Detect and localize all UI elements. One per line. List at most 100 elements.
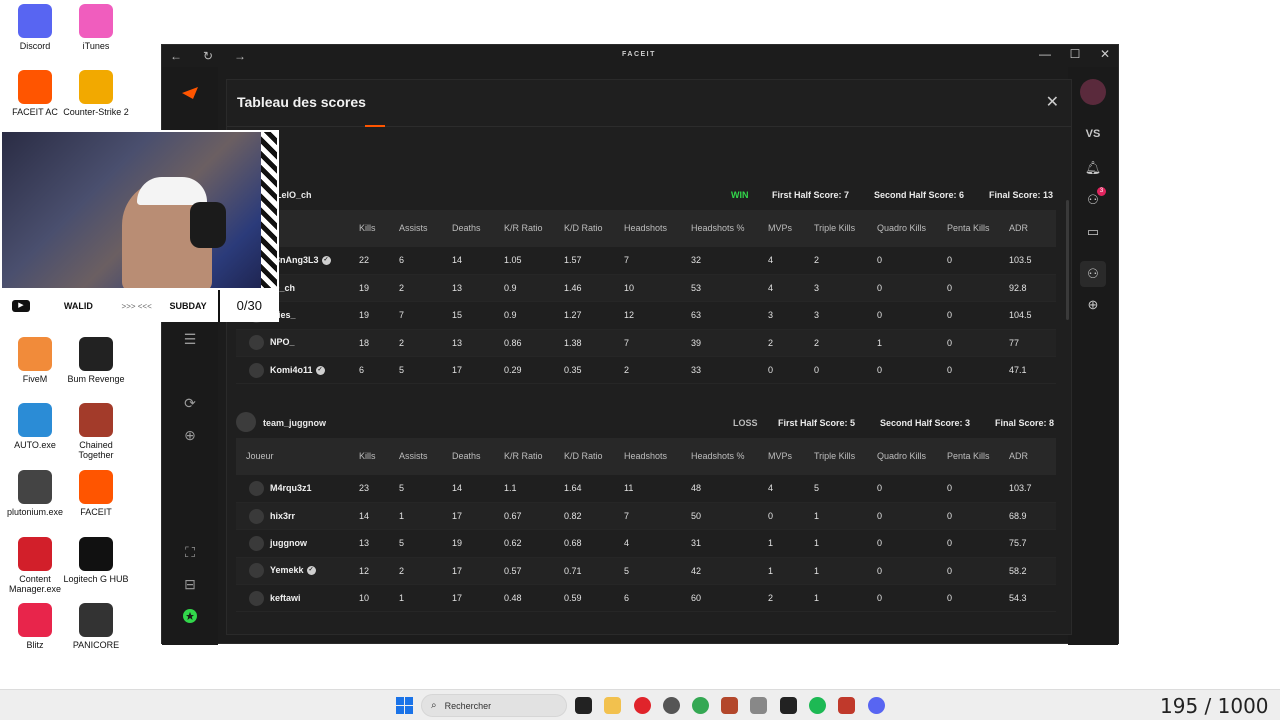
player-name[interactable]: hix3rr (270, 510, 296, 521)
chat-icon[interactable]: ▭ (1086, 224, 1100, 239)
desktop-icon[interactable]: Discord (0, 4, 70, 51)
column-header[interactable]: Kills (359, 451, 376, 461)
maximize-button[interactable]: ☐ (1069, 47, 1081, 61)
minimize-button[interactable]: — (1039, 47, 1051, 61)
forward-arrow-icon[interactable]: → (234, 49, 246, 63)
column-header[interactable]: K/D Ratio (564, 223, 603, 233)
column-header[interactable]: Deaths (452, 451, 481, 461)
taskbar-search[interactable]: ⌕ Rechercher (421, 694, 567, 717)
faceit-logo-icon[interactable] (178, 81, 202, 105)
column-header[interactable]: Headshots (624, 451, 668, 461)
column-header[interactable]: K/R Ratio (504, 451, 543, 461)
list-icon[interactable]: ☰ (183, 330, 197, 347)
app-icon[interactable] (663, 697, 680, 714)
close-window-button[interactable]: ✕ (1099, 47, 1111, 61)
desktop-icon[interactable]: AUTO.exe (0, 403, 70, 450)
table-row[interactable]: juggnow 13 5 19 0.62 0.68 4 31 1 1 0 0 75.7 (236, 530, 1056, 558)
task-view-icon[interactable] (575, 697, 592, 714)
column-header[interactable]: Penta Kills (947, 223, 990, 233)
desktop-icon[interactable]: Bum Revenge (61, 337, 131, 384)
player-cell[interactable]: M4rqu3z1 (236, 475, 356, 502)
table-row[interactable]: ll3nAng3L3 ✓ 22 6 14 1.05 1.57 7 32 4 2 0 0 103.5 (236, 247, 1056, 275)
player-name[interactable]: keftawi (270, 592, 301, 603)
column-header[interactable]: Headshots % (691, 451, 745, 461)
add-icon[interactable]: ⊕ (184, 426, 196, 443)
column-header[interactable]: Triple Kills (814, 451, 856, 461)
table-row[interactable]: ldies_ 19 7 15 0.9 1.27 12 63 3 3 0 0 104.5 (236, 302, 1056, 330)
column-header[interactable]: ADR (1009, 451, 1029, 461)
close-modal-button[interactable]: ✕ (1045, 94, 1059, 111)
party-finder-icon[interactable]: ⚇ (1080, 261, 1106, 287)
player-name[interactable]: M4rqu3z1 (270, 482, 312, 493)
desktop-icon[interactable]: Content Manager.exe (0, 537, 70, 594)
player-name[interactable]: NPO_ (270, 337, 295, 348)
player-name[interactable]: Yemekk (270, 565, 304, 576)
column-header[interactable]: Deaths (452, 223, 481, 233)
column-header[interactable]: Assists (399, 451, 428, 461)
opera-icon[interactable] (634, 697, 651, 714)
desktop-icon[interactable]: FiveM (0, 337, 70, 384)
desktop-icon[interactable]: FACEIT AC (0, 70, 70, 117)
player-cell[interactable]: Yemekk ✓ (236, 557, 356, 584)
game-icon[interactable] (721, 697, 738, 714)
tool-icon[interactable] (750, 697, 767, 714)
friends-icon[interactable]: ⚇ 3 (1080, 187, 1106, 213)
column-header[interactable]: Quadro Kills (877, 223, 927, 233)
table-row[interactable]: Yemekk ✓ 12 2 17 0.57 0.71 5 42 1 1 0 0 58.2 (236, 557, 1056, 585)
desktop-icon[interactable]: Chained Together (61, 403, 131, 460)
table-row[interactable]: NPO_ 18 2 13 0.86 1.38 7 39 2 2 1 0 77 (236, 329, 1056, 357)
discord-taskbar-icon[interactable] (868, 697, 885, 714)
column-header[interactable]: MVPs (768, 223, 793, 233)
player-cell[interactable]: hix3rr (236, 502, 356, 529)
column-header[interactable]: Headshots (624, 223, 668, 233)
briefcase-icon[interactable]: ⊟ (184, 575, 196, 592)
spotify-icon[interactable] (809, 697, 826, 714)
player-name[interactable]: ll3nAng3L3 (270, 254, 319, 265)
team-name[interactable]: m_LelO_ch (263, 190, 312, 200)
reload-icon[interactable]: ↻ (202, 49, 214, 63)
column-header[interactable]: ADR (1009, 223, 1029, 233)
desktop-icon[interactable]: iTunes (61, 4, 131, 51)
player-cell[interactable]: juggnow (236, 530, 356, 557)
bell-icon[interactable]: 🔔︎ (1084, 160, 1102, 175)
column-header[interactable]: K/D Ratio (564, 451, 603, 461)
player-name[interactable]: Komi4o11 (270, 364, 313, 375)
desktop-icon[interactable]: PANICORE (61, 603, 131, 650)
desktop-icon[interactable]: Logitech G HUB (61, 537, 131, 584)
avatar[interactable] (1080, 79, 1106, 105)
table-row[interactable]: keftawi 10 1 17 0.48 0.59 6 60 2 1 0 0 54.3 (236, 585, 1056, 612)
news-icon[interactable] (838, 697, 855, 714)
vs-icon[interactable]: VS (1085, 128, 1101, 140)
windows-start-icon[interactable] (396, 697, 413, 714)
back-arrow-icon[interactable]: ← (170, 49, 182, 63)
player-cell[interactable]: keftawi (236, 585, 356, 612)
column-header[interactable]: MVPs (768, 451, 793, 461)
fullscreen-icon[interactable]: ⛶ (185, 543, 195, 560)
column-header[interactable]: Headshots % (691, 223, 745, 233)
desktop-icon[interactable]: plutonium.exe (0, 470, 70, 517)
player-name[interactable]: lO_ch (270, 282, 296, 293)
player-cell[interactable]: NPO_ (236, 329, 356, 356)
scrollbar[interactable] (1066, 200, 1069, 320)
table-row[interactable]: hix3rr 14 1 17 0.67 0.82 7 50 0 1 0 0 68.9 (236, 502, 1056, 530)
table-row[interactable]: lO_ch 19 2 13 0.9 1.46 10 53 4 3 0 0 92.8 (236, 274, 1056, 302)
column-header[interactable]: Assists (399, 223, 428, 233)
chrome-icon[interactable] (692, 697, 709, 714)
player-cell[interactable]: Komi4o11 ✓ (236, 357, 356, 384)
column-header[interactable]: K/R Ratio (504, 223, 543, 233)
desktop-icon[interactable]: Counter-Strike 2 (61, 70, 131, 117)
desktop-icon[interactable]: FACEIT (61, 470, 131, 517)
player-name[interactable]: juggnow (270, 537, 307, 548)
player-name[interactable]: ldies_ (270, 309, 296, 320)
faceit-taskbar-icon[interactable] (780, 697, 797, 714)
column-header[interactable]: Kills (359, 223, 376, 233)
add-friend-icon[interactable]: ⊕ (1087, 297, 1099, 312)
table-row[interactable]: M4rqu3z1 23 5 14 1.1 1.64 11 48 4 5 0 0 103.7 (236, 475, 1056, 503)
column-header[interactable]: Triple Kills (814, 223, 856, 233)
column-header[interactable]: Penta Kills (947, 451, 990, 461)
file-explorer-icon[interactable] (604, 697, 621, 714)
status-icon[interactable] (178, 604, 202, 628)
desktop-icon[interactable]: Blitz (0, 603, 70, 650)
team-name[interactable]: team_juggnow (263, 418, 327, 428)
column-header[interactable]: Joueur (246, 451, 274, 461)
